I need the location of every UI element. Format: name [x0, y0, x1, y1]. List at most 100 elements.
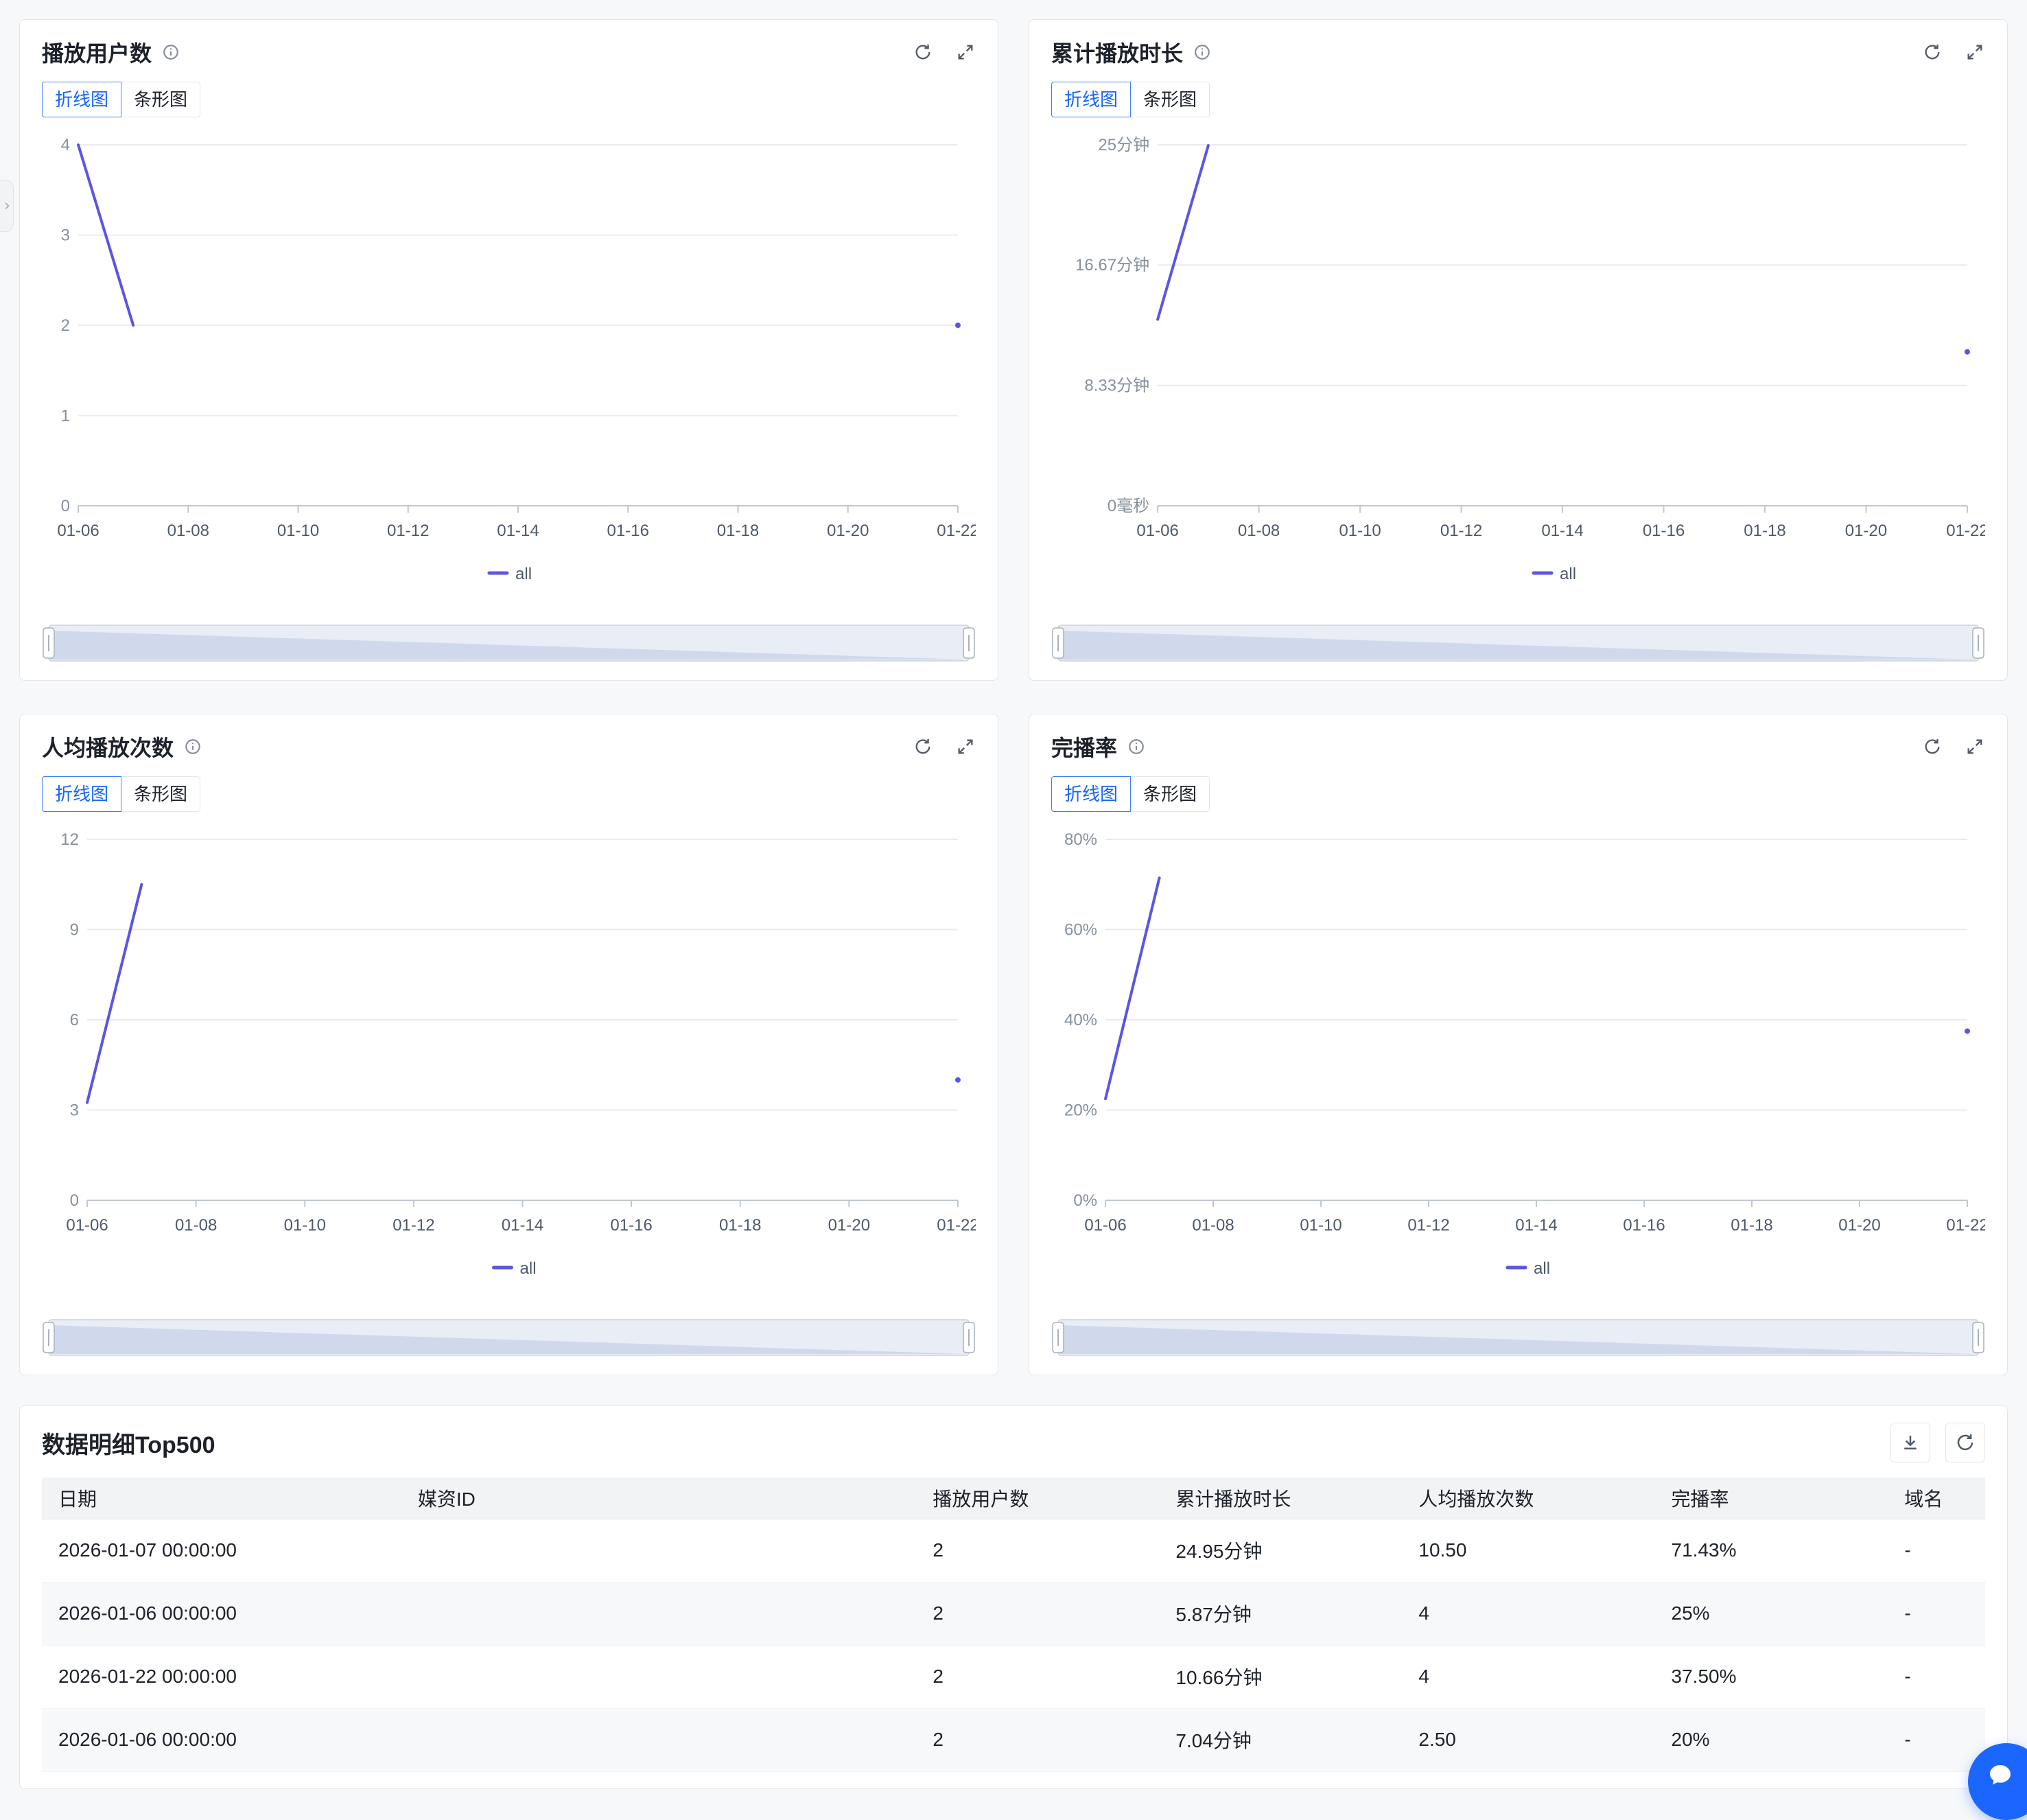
chart-title: 播放用户数 [42, 41, 152, 66]
table-cell: 10.66分钟 [1175, 1667, 1263, 1688]
column-header: 人均播放次数 [1402, 1478, 1655, 1519]
tab-bar-chart[interactable]: 条形图 [1130, 776, 1210, 812]
svg-text:0: 0 [70, 1191, 79, 1210]
chart-card-total-duration: 累计播放时长 折线图 条形图 0毫秒 8.33分钟 16.67分钟 25分钟 01-06… [1029, 19, 2008, 681]
svg-text:01-12: 01-12 [1407, 1216, 1449, 1235]
refresh-icon [1955, 1432, 1976, 1453]
info-icon[interactable] [1127, 737, 1146, 756]
chart-card-avg-plays: 人均播放次数 折线图 条形图 0 3 6 9 12 01-06 01-08 01-10 01-1… [19, 714, 998, 1375]
datazoom-slider[interactable] [42, 622, 976, 664]
table-cell [401, 1645, 916, 1708]
table-row[interactable]: 2026-01-06 00:00:00 2 5.87分钟 4 25% - [42, 1582, 1985, 1645]
table-cell: 2 [933, 1602, 944, 1624]
table-cell: 4 [1418, 1602, 1429, 1624]
column-header: 媒资ID [401, 1478, 917, 1519]
svg-text:01-08: 01-08 [1238, 522, 1280, 540]
table-cell: 7.04分钟 [1175, 1730, 1252, 1751]
refresh-icon[interactable] [913, 42, 933, 62]
refresh-icon[interactable] [913, 736, 933, 757]
datazoom-slider[interactable] [1051, 622, 1985, 664]
table-cell: 2.50 [1418, 1729, 1456, 1750]
table-cell [401, 1708, 916, 1771]
tab-line-chart[interactable]: 折线图 [42, 776, 122, 812]
svg-text:01-18: 01-18 [1731, 1216, 1772, 1235]
info-icon[interactable] [183, 737, 202, 756]
svg-text:01-16: 01-16 [607, 522, 649, 540]
table-cell: 2 [933, 1729, 944, 1750]
refresh-icon[interactable] [1922, 736, 1943, 757]
expand-icon[interactable] [955, 736, 976, 757]
refresh-button[interactable] [1945, 1423, 1985, 1462]
svg-text:01-18: 01-18 [719, 1216, 761, 1235]
chart-title: 完播率 [1051, 736, 1118, 760]
svg-text:0: 0 [61, 497, 70, 515]
svg-text:all: all [1560, 565, 1576, 583]
line-chart-total-duration[interactable]: 0毫秒 8.33分钟 16.67分钟 25分钟 01-06 01-08 01-10 01-12… [1051, 121, 1985, 616]
table-cell: 25% [1671, 1602, 1710, 1624]
tab-line-chart[interactable]: 折线图 [42, 82, 122, 117]
column-header: 日期 [42, 1478, 401, 1519]
svg-text:01-06: 01-06 [1084, 1216, 1126, 1235]
download-icon [1900, 1432, 1921, 1453]
svg-text:01-10: 01-10 [1300, 1216, 1341, 1235]
datazoom-slider[interactable] [1051, 1317, 1985, 1358]
table-row[interactable]: 2026-01-06 00:00:00 2 7.04分钟 2.50 20% - [42, 1708, 1985, 1771]
column-header: 完播率 [1654, 1478, 1888, 1519]
table-cell: 2026-01-06 00:00:00 [58, 1729, 237, 1750]
svg-text:all: all [515, 565, 532, 583]
chart-card-completion-rate: 完播率 折线图 条形图 0% 20% 40% 60% 80% 01-06 01-08 01-1… [1029, 714, 2008, 1375]
tab-bar-chart[interactable]: 条形图 [121, 776, 201, 812]
table-cell: 24.95分钟 [1175, 1541, 1263, 1562]
table-row[interactable]: 2026-01-22 00:00:00 2 10.66分钟 4 37.50% - [42, 1645, 1985, 1708]
svg-text:12: 12 [60, 830, 79, 849]
tab-bar-chart[interactable]: 条形图 [121, 82, 201, 117]
svg-text:01-22: 01-22 [1946, 1216, 1985, 1235]
chevron-right-icon [2, 201, 12, 211]
svg-text:2: 2 [61, 316, 70, 335]
svg-text:01-16: 01-16 [1623, 1216, 1665, 1235]
svg-text:60%: 60% [1064, 921, 1097, 940]
svg-text:8.33分钟: 8.33分钟 [1084, 377, 1149, 395]
svg-text:16.67分钟: 16.67分钟 [1075, 256, 1149, 275]
line-chart-play-users[interactable]: 0 1 2 3 4 01-06 01-08 01-10 01-12 01-14 01-16 01-18… [42, 121, 976, 616]
svg-text:01-20: 01-20 [827, 522, 869, 540]
table-cell: 10.50 [1418, 1539, 1467, 1561]
datazoom-slider[interactable] [42, 1317, 976, 1358]
line-chart-completion-rate[interactable]: 0% 20% 40% 60% 80% 01-06 01-08 01-10 01-12 01-14 0… [1051, 816, 1985, 1310]
drawer-collapse-handle[interactable] [0, 180, 14, 232]
svg-text:01-20: 01-20 [828, 1216, 870, 1235]
info-icon[interactable] [161, 43, 180, 62]
svg-text:01-12: 01-12 [387, 522, 429, 540]
table-cell: - [1904, 1539, 1911, 1561]
svg-text:01-08: 01-08 [167, 522, 209, 540]
tab-line-chart[interactable]: 折线图 [1051, 776, 1132, 812]
column-header: 累计播放时长 [1159, 1478, 1403, 1519]
tab-line-chart[interactable]: 折线图 [1051, 82, 1132, 117]
refresh-icon[interactable] [1922, 42, 1943, 62]
table-row[interactable]: 2026-01-07 00:00:00 2 24.95分钟 10.50 71.43% - [42, 1519, 1985, 1582]
table-cell: - [1904, 1666, 1911, 1687]
svg-text:3: 3 [70, 1101, 79, 1120]
svg-text:01-16: 01-16 [1643, 522, 1685, 540]
svg-text:25分钟: 25分钟 [1098, 136, 1149, 154]
download-button[interactable] [1890, 1423, 1930, 1462]
svg-text:01-22: 01-22 [1946, 522, 1985, 540]
svg-text:01-08: 01-08 [1192, 1216, 1234, 1235]
expand-icon[interactable] [1965, 42, 1985, 62]
table-cell: 2026-01-22 00:00:00 [58, 1666, 237, 1687]
svg-text:01-20: 01-20 [1845, 522, 1887, 540]
svg-text:01-22: 01-22 [937, 522, 976, 540]
svg-text:6: 6 [70, 1011, 79, 1029]
info-icon[interactable] [1193, 43, 1212, 62]
svg-text:01-06: 01-06 [66, 1216, 108, 1235]
chart-title: 累计播放时长 [1051, 41, 1184, 66]
expand-icon[interactable] [955, 42, 976, 62]
tab-bar-chart[interactable]: 条形图 [1130, 82, 1210, 117]
line-chart-avg-plays[interactable]: 0 3 6 9 12 01-06 01-08 01-10 01-12 01-14 01-16 01-1… [42, 816, 976, 1310]
svg-text:01-10: 01-10 [284, 1216, 326, 1235]
chart-type-tabs: 折线图 条形图 [42, 82, 201, 117]
chart-card-play-users: 播放用户数 折线图 条形图 0 1 2 3 4 01-06 01-08 01-10 01-12 0… [19, 19, 998, 681]
table-cell: 5.87分钟 [1175, 1604, 1252, 1625]
detail-table: 日期 媒资ID 播放用户数 累计播放时长 人均播放次数 完播率 域名 2026-01-07 … [42, 1478, 1985, 1772]
expand-icon[interactable] [1965, 736, 1985, 757]
